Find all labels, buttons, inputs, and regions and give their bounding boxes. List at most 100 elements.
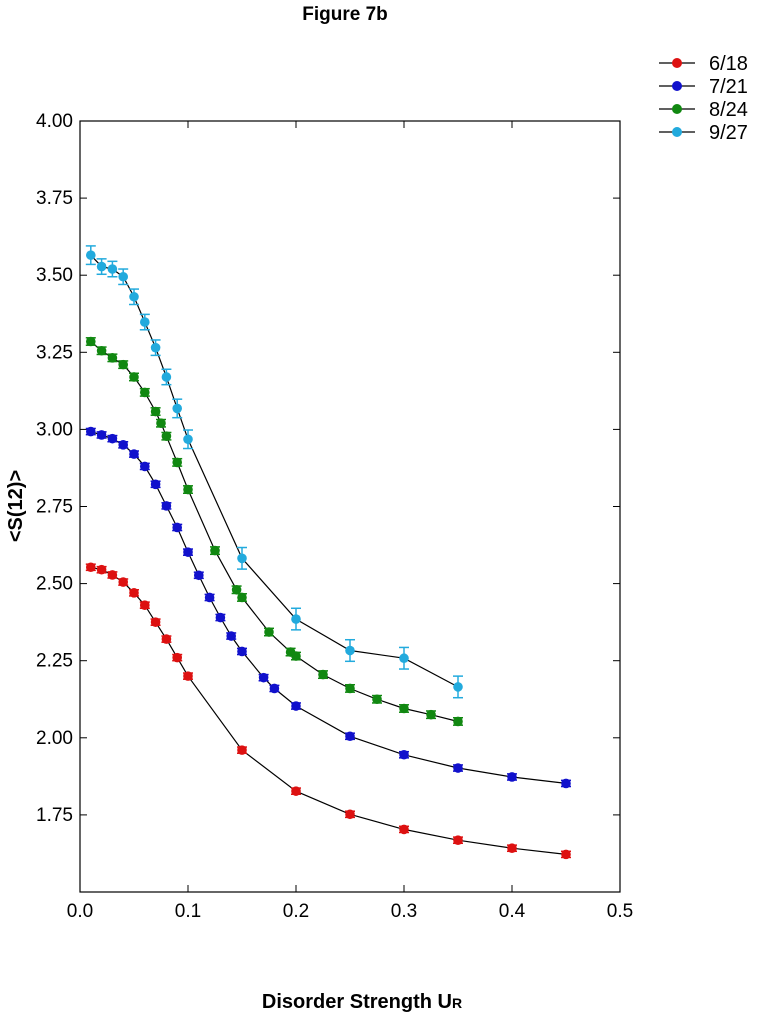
data-point (129, 588, 139, 598)
data-point (561, 778, 571, 789)
data-point (183, 434, 193, 445)
y-tick-label: 3.75 (36, 188, 73, 209)
data-point (291, 786, 301, 796)
data-point (107, 570, 118, 580)
x-tick-label: 0.2 (283, 901, 309, 922)
data-point (231, 584, 242, 595)
data-point (86, 426, 96, 437)
data-point (258, 672, 269, 683)
chart-title: Figure 7b (302, 4, 388, 25)
data-point (107, 264, 118, 274)
data-point (453, 716, 463, 727)
data-point (150, 342, 161, 353)
data-point (107, 353, 118, 363)
data-point (345, 683, 355, 694)
legend-label: 8/24 (709, 99, 748, 121)
data-point (140, 461, 150, 472)
series-7-21 (85, 426, 571, 789)
data-point (129, 291, 139, 302)
data-point (183, 671, 193, 681)
legend-label: 9/27 (709, 122, 748, 144)
data-point (237, 745, 247, 755)
data-point (129, 372, 139, 382)
y-tick-label: 2.75 (36, 497, 73, 518)
data-point (118, 359, 128, 370)
y-tick-label: 3.00 (36, 419, 73, 440)
y-axis-label: <S(12)> (5, 470, 27, 542)
legend-item: 9/27 (659, 122, 748, 144)
legend-marker (672, 104, 682, 114)
x-axis-label-main: Disorder Strength U (262, 991, 452, 1013)
data-point (96, 564, 107, 575)
data-point (453, 763, 463, 773)
legend-label: 7/21 (709, 76, 748, 98)
x-tick-label: 0.4 (499, 901, 526, 922)
data-point (399, 653, 409, 664)
series-line (90, 431, 567, 784)
data-point (210, 545, 220, 556)
data-point (129, 449, 139, 459)
data-point (156, 418, 166, 429)
data-point (183, 547, 193, 557)
data-point (291, 651, 301, 661)
legend-item: 7/21 (659, 76, 748, 98)
data-point (372, 694, 382, 705)
y-axis: 1.75 2.00 2.25 2.50 2.75 3.00 3.25 3.50 3.75 4.00 (36, 111, 620, 826)
data-point (345, 809, 355, 820)
data-point (507, 843, 517, 854)
y-tick-label: 4.00 (36, 111, 73, 132)
legend-item: 8/24 (659, 99, 748, 121)
data-point (399, 703, 409, 714)
data-point (172, 652, 182, 663)
data-point (345, 731, 355, 742)
data-point (161, 372, 172, 382)
data-point (345, 645, 355, 656)
data-point (237, 592, 247, 603)
data-point (140, 317, 150, 327)
data-point (399, 824, 409, 835)
y-tick-label: 1.75 (36, 805, 73, 826)
data-point (118, 271, 128, 282)
data-point (140, 387, 150, 398)
data-point (204, 592, 215, 603)
data-point (96, 261, 107, 272)
data-point (118, 440, 128, 450)
data-point (399, 749, 409, 760)
data-point (118, 577, 128, 587)
legend-label: 6/18 (709, 53, 748, 75)
x-tick-label: 0.3 (391, 901, 417, 922)
series-9-27 (85, 245, 463, 699)
data-point (172, 522, 182, 533)
data-point (172, 403, 182, 414)
data-point (264, 627, 274, 637)
data-point (318, 669, 328, 680)
y-tick-label: 2.50 (36, 574, 73, 595)
data-point (161, 501, 172, 511)
data-point (96, 430, 107, 440)
legend-marker (672, 58, 682, 68)
data-point (183, 484, 193, 495)
data-point (237, 646, 247, 657)
data-point (291, 614, 301, 624)
legend-marker (672, 81, 682, 91)
data-point (194, 570, 204, 581)
legend-item: 6/18 (659, 53, 748, 75)
data-point (507, 772, 517, 782)
x-axis-label-subscript: R (452, 995, 462, 1011)
data-point (269, 683, 280, 694)
x-tick-label: 0.1 (175, 901, 201, 922)
legend-marker (672, 127, 682, 137)
data-point (150, 617, 161, 627)
y-tick-label: 3.50 (36, 265, 73, 286)
legend: 6/187/218/249/27 (659, 53, 748, 144)
x-tick-label: 0.0 (67, 901, 93, 922)
series-line (90, 341, 459, 723)
data-point (291, 701, 301, 711)
x-axis: 0.0 0.1 0.2 0.3 0.4 0.5 (67, 121, 633, 922)
data-point (453, 835, 463, 845)
data-point (226, 631, 236, 641)
series-8-24 (85, 336, 463, 727)
plot-frame (79, 120, 621, 893)
series-line (90, 566, 567, 855)
data-point (150, 479, 161, 490)
